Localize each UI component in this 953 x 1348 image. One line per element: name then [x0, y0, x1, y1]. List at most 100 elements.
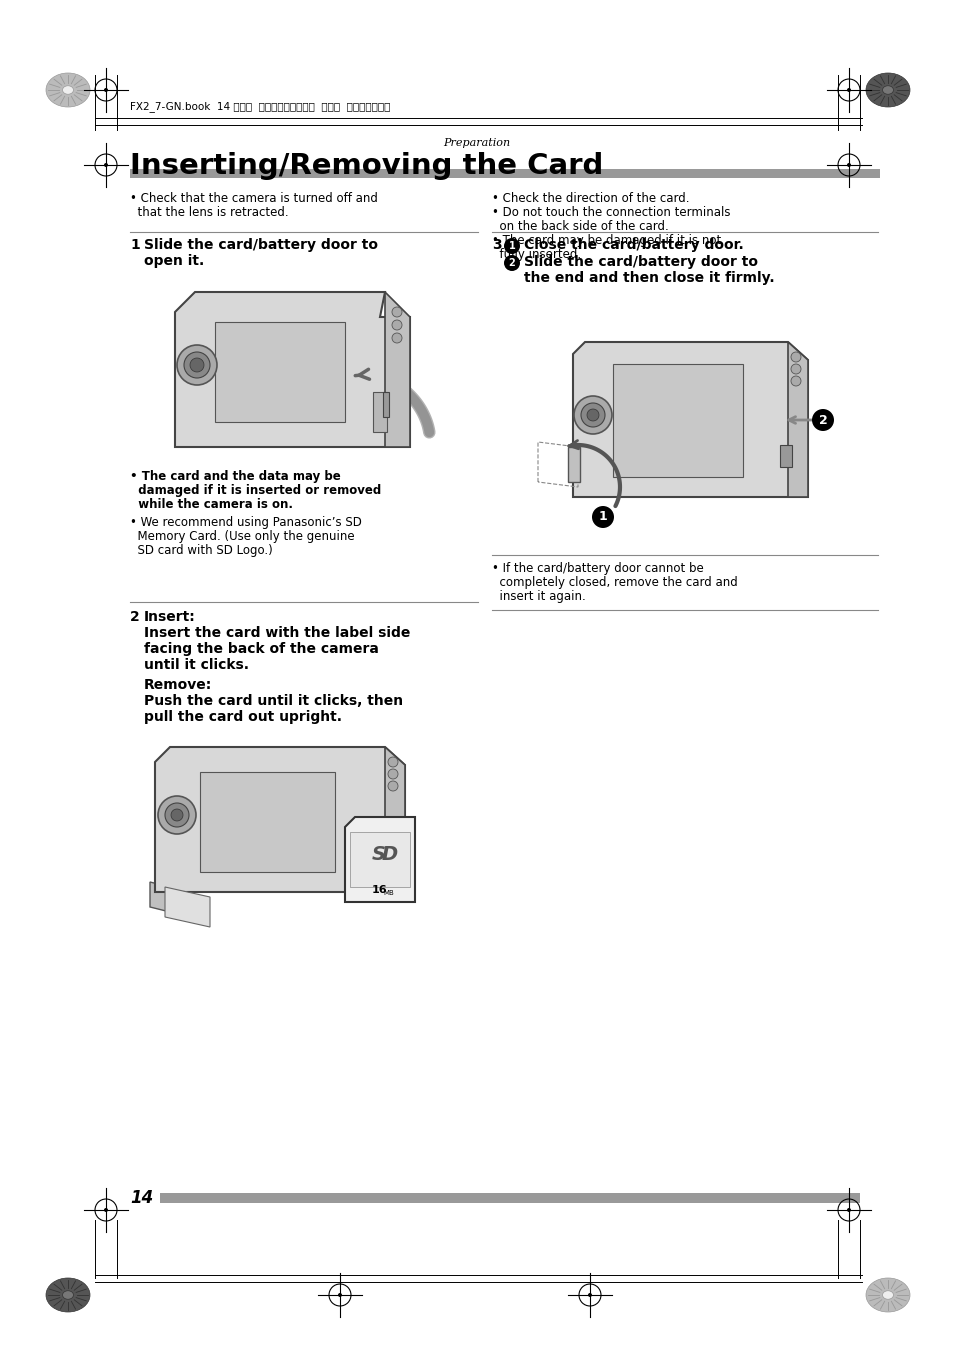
Ellipse shape — [46, 73, 90, 106]
Text: insert it again.: insert it again. — [492, 590, 585, 603]
Circle shape — [811, 408, 833, 431]
Circle shape — [337, 1293, 341, 1297]
FancyBboxPatch shape — [160, 1193, 859, 1202]
Circle shape — [190, 359, 204, 372]
Text: Memory Card. (Use only the genuine: Memory Card. (Use only the genuine — [130, 530, 355, 543]
Ellipse shape — [882, 86, 893, 94]
Polygon shape — [573, 342, 807, 497]
Ellipse shape — [865, 1278, 909, 1312]
Polygon shape — [385, 293, 410, 448]
Circle shape — [586, 408, 598, 421]
Circle shape — [104, 1208, 108, 1212]
Text: damaged if it is inserted or removed: damaged if it is inserted or removed — [130, 484, 381, 497]
Text: Preparation: Preparation — [443, 137, 510, 148]
Text: Remove:: Remove: — [144, 678, 212, 692]
Text: Insert:: Insert: — [144, 611, 195, 624]
Text: • If the card/battery door cannot be: • If the card/battery door cannot be — [492, 562, 703, 576]
Circle shape — [592, 506, 614, 528]
Circle shape — [846, 1208, 850, 1212]
Circle shape — [171, 809, 183, 821]
Circle shape — [580, 403, 604, 427]
Text: fully inserted.: fully inserted. — [492, 248, 580, 262]
Text: facing the back of the camera: facing the back of the camera — [144, 642, 378, 656]
Text: the end and then close it firmly.: the end and then close it firmly. — [523, 271, 774, 284]
Text: 1: 1 — [598, 511, 607, 523]
FancyBboxPatch shape — [373, 392, 387, 431]
Circle shape — [574, 396, 612, 434]
Polygon shape — [165, 887, 210, 927]
FancyBboxPatch shape — [130, 168, 879, 178]
Circle shape — [790, 352, 801, 363]
Circle shape — [104, 88, 108, 92]
Text: D: D — [381, 845, 397, 864]
Text: SD card with SD Logo.): SD card with SD Logo.) — [130, 545, 273, 557]
Text: • Check the direction of the card.: • Check the direction of the card. — [492, 191, 689, 205]
Text: • Do not touch the connection terminals: • Do not touch the connection terminals — [492, 206, 730, 218]
Circle shape — [388, 758, 397, 767]
Circle shape — [790, 376, 801, 386]
Text: 3: 3 — [492, 239, 501, 252]
Text: • We recommend using Panasonic’s SD: • We recommend using Panasonic’s SD — [130, 516, 361, 528]
Circle shape — [388, 768, 397, 779]
FancyBboxPatch shape — [567, 448, 579, 483]
Text: 16: 16 — [372, 886, 388, 895]
Text: Close the card/battery door.: Close the card/battery door. — [523, 239, 743, 252]
Text: 1: 1 — [508, 241, 515, 251]
Text: • Check that the camera is turned off and: • Check that the camera is turned off an… — [130, 191, 377, 205]
Text: 2: 2 — [130, 611, 139, 624]
Circle shape — [165, 803, 189, 828]
Circle shape — [503, 255, 519, 271]
FancyBboxPatch shape — [376, 838, 389, 860]
Text: • The card and the data may be: • The card and the data may be — [130, 470, 340, 483]
Text: open it.: open it. — [144, 253, 204, 268]
Circle shape — [790, 364, 801, 373]
Ellipse shape — [46, 1278, 90, 1312]
Circle shape — [177, 345, 216, 386]
Text: • The card may be damaged if it is not: • The card may be damaged if it is not — [492, 235, 720, 247]
Polygon shape — [787, 342, 807, 497]
FancyBboxPatch shape — [613, 364, 742, 477]
Circle shape — [392, 307, 401, 317]
Polygon shape — [345, 817, 415, 902]
Text: 2: 2 — [508, 257, 515, 268]
Circle shape — [184, 352, 210, 377]
FancyBboxPatch shape — [214, 322, 345, 422]
Text: Insert the card with the label side: Insert the card with the label side — [144, 625, 410, 640]
Text: 14: 14 — [130, 1189, 153, 1206]
Circle shape — [388, 780, 397, 791]
FancyBboxPatch shape — [350, 832, 410, 887]
Text: Slide the card/battery door to: Slide the card/battery door to — [144, 239, 377, 252]
Circle shape — [846, 88, 850, 92]
Polygon shape — [150, 882, 190, 917]
Text: FX2_7-GN.book  14 ページ  ２００４年８月２日  月曜日  午後３時４０分: FX2_7-GN.book 14 ページ ２００４年８月２日 月曜日 午後３時４… — [130, 101, 390, 112]
Text: on the back side of the card.: on the back side of the card. — [492, 220, 668, 233]
Text: 2: 2 — [818, 414, 826, 426]
Polygon shape — [154, 747, 405, 892]
Circle shape — [104, 163, 108, 167]
Text: that the lens is retracted.: that the lens is retracted. — [130, 206, 289, 218]
Text: 1: 1 — [130, 239, 139, 252]
FancyBboxPatch shape — [200, 772, 335, 872]
Text: while the camera is on.: while the camera is on. — [130, 497, 293, 511]
Ellipse shape — [882, 1291, 893, 1299]
Circle shape — [587, 1293, 592, 1297]
Text: Push the card until it clicks, then: Push the card until it clicks, then — [144, 694, 403, 708]
Text: S: S — [372, 845, 386, 864]
Circle shape — [846, 163, 850, 167]
Polygon shape — [385, 747, 405, 892]
Ellipse shape — [63, 1291, 73, 1299]
Polygon shape — [174, 293, 410, 448]
Circle shape — [392, 333, 401, 342]
Text: pull the card out upright.: pull the card out upright. — [144, 710, 341, 724]
Text: until it clicks.: until it clicks. — [144, 658, 249, 673]
Circle shape — [503, 239, 519, 253]
Text: Slide the card/battery door to: Slide the card/battery door to — [523, 255, 758, 270]
Ellipse shape — [63, 86, 73, 94]
Ellipse shape — [865, 73, 909, 106]
FancyBboxPatch shape — [780, 445, 791, 466]
Text: completely closed, remove the card and: completely closed, remove the card and — [492, 576, 737, 589]
Text: Inserting/Removing the Card: Inserting/Removing the Card — [130, 152, 602, 181]
Circle shape — [158, 797, 195, 834]
FancyBboxPatch shape — [382, 392, 389, 417]
Circle shape — [392, 319, 401, 330]
